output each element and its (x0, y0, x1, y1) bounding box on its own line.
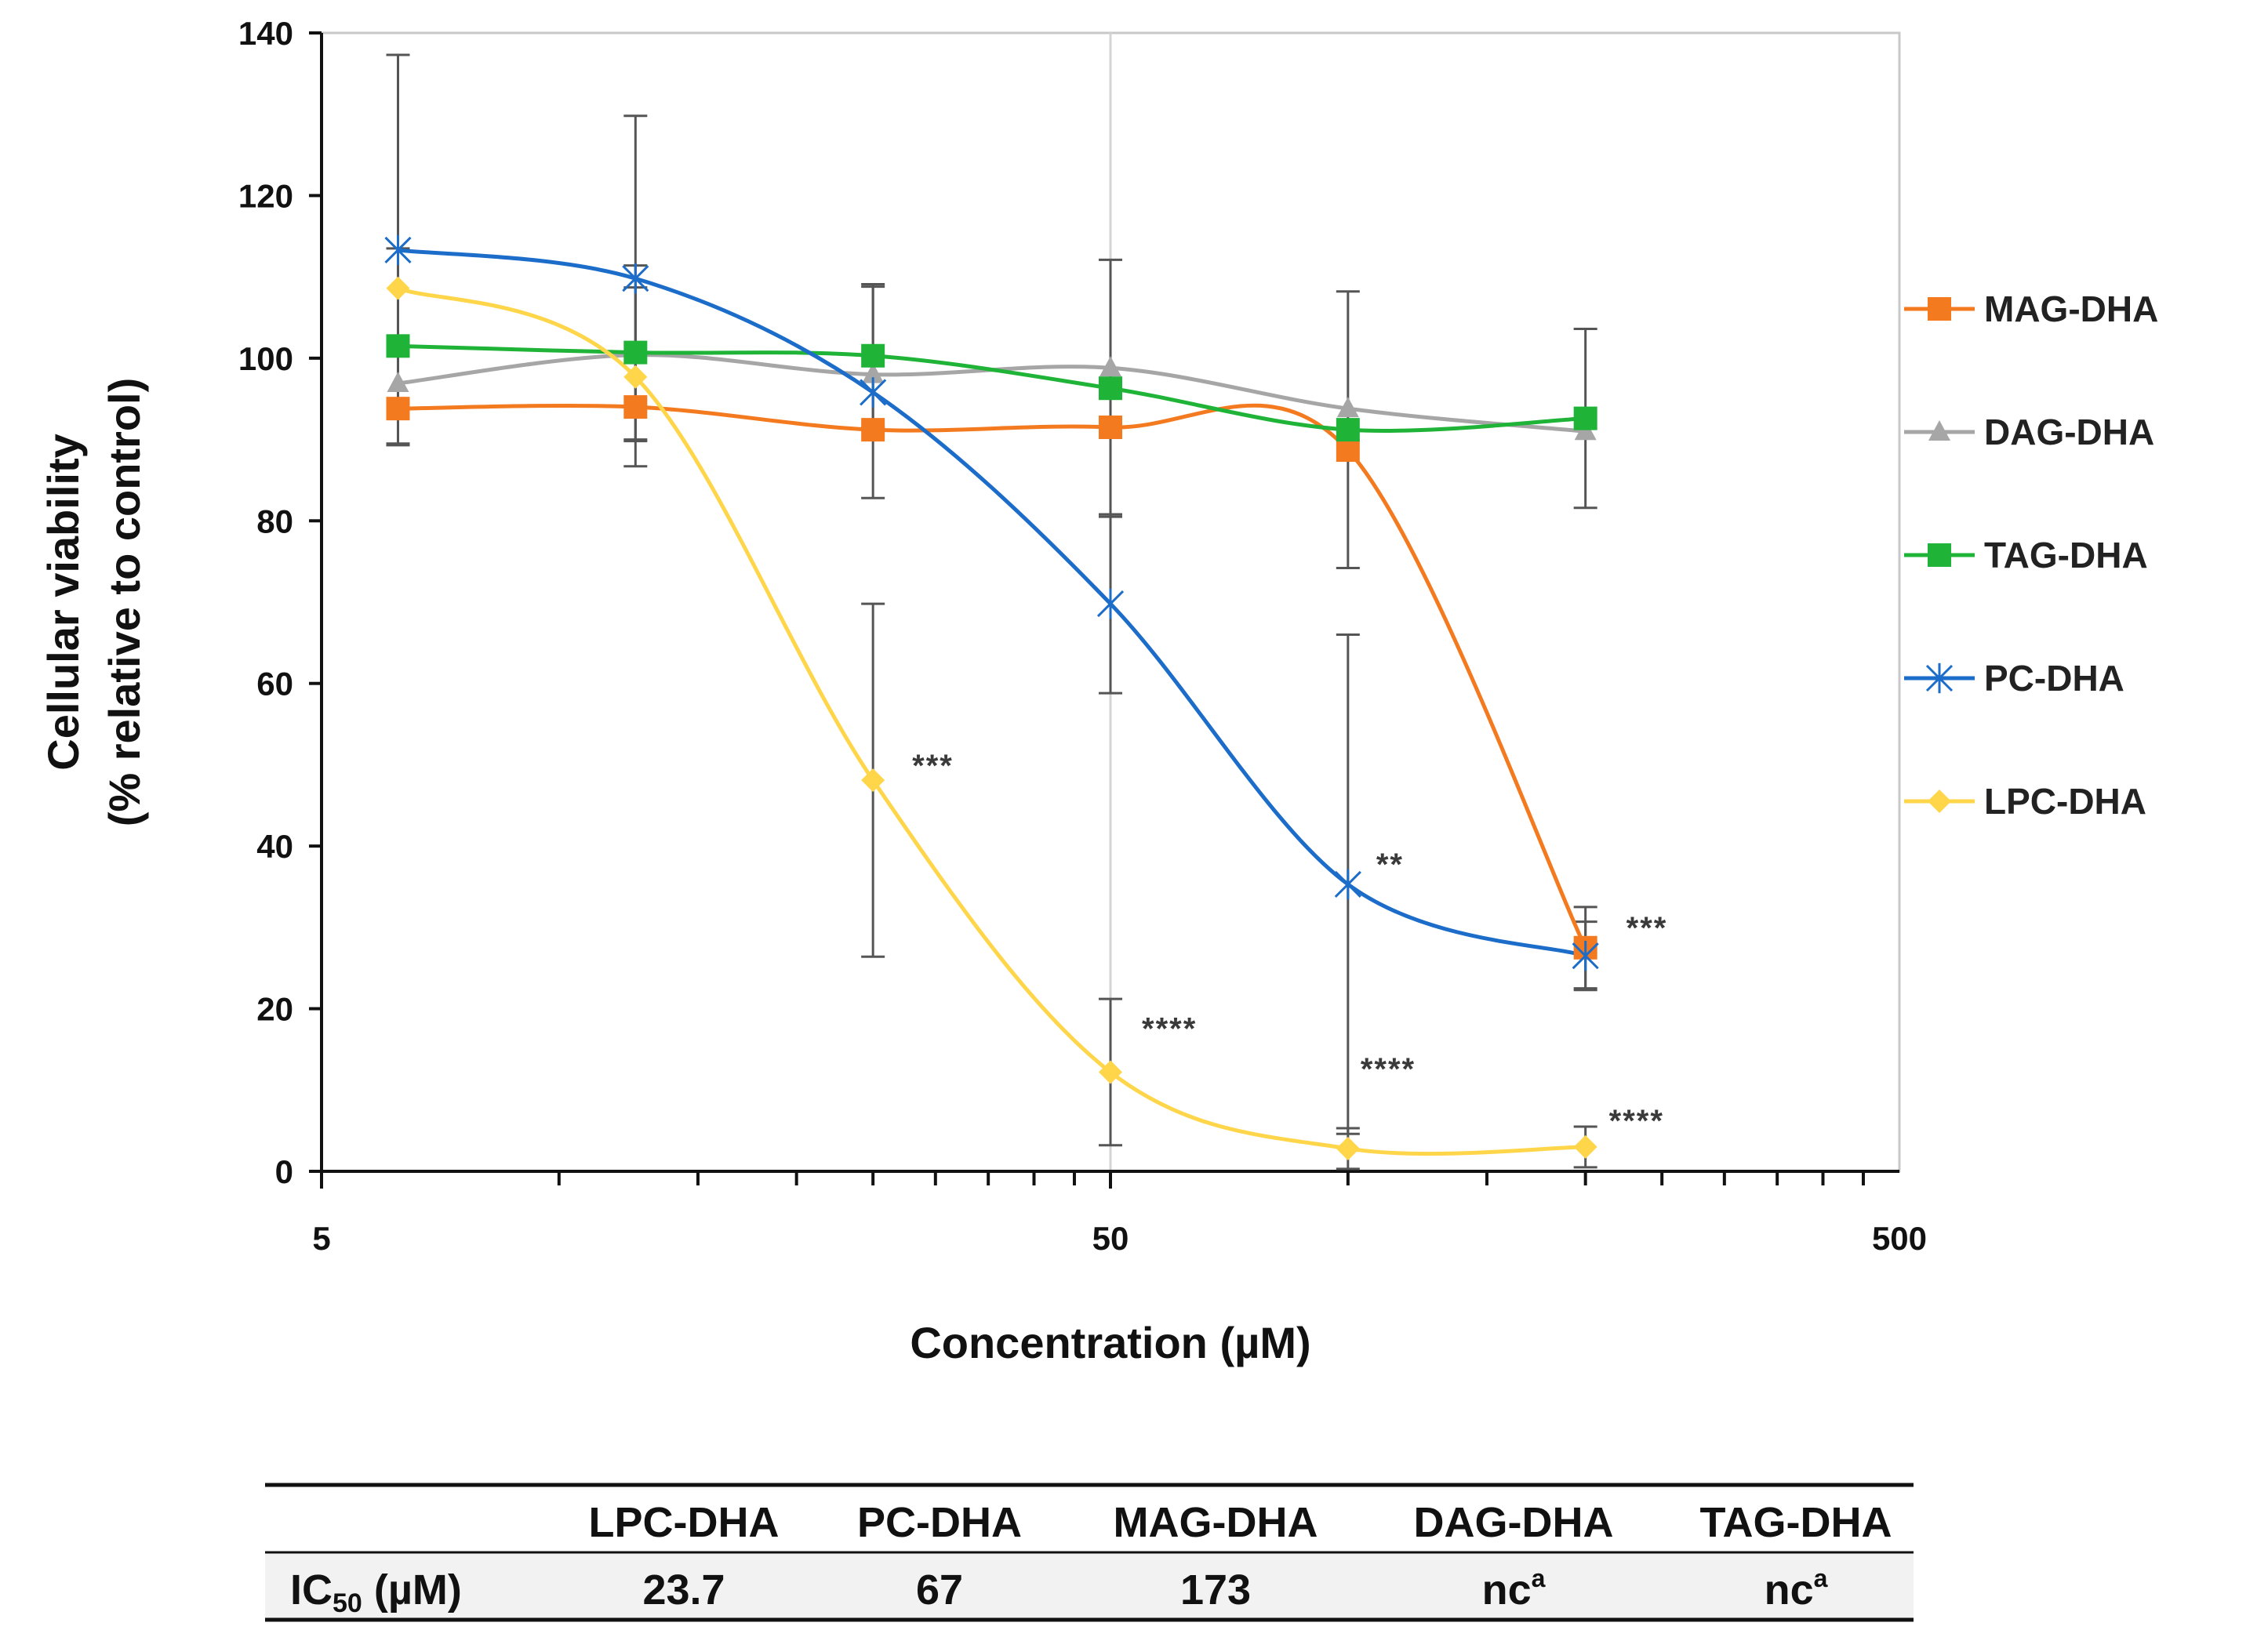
legend-item-dag-dha: DAG-DHA (1904, 412, 2154, 452)
data-point-tag-dha (386, 334, 410, 358)
ic50-value-main: 67 (916, 1566, 963, 1614)
legend-label: PC-DHA (1984, 658, 2124, 699)
legend-marker (1928, 790, 1951, 813)
legend-marker (1925, 662, 1954, 694)
y-axis-title: Cellular viability (% relative to contro… (38, 378, 149, 827)
significance-annotation: **** (1142, 1011, 1197, 1046)
legend-label: LPC-DHA (1984, 781, 2146, 822)
ic50-row-label: IC50 (µM) (290, 1566, 462, 1618)
data-point-tag-dha (1573, 406, 1597, 430)
series-line-pc-dha (398, 248, 1587, 958)
data-point-mag-dha (861, 418, 885, 442)
legend-item-lpc-dha: LPC-DHA (1904, 781, 2146, 822)
ic50-value-main: 23.7 (642, 1566, 725, 1614)
data-point-pc-dha (384, 234, 412, 266)
legend-label: DAG-DHA (1984, 412, 2154, 452)
table-header-tag-dha: TAG-DHA (1700, 1499, 1892, 1546)
ic50-value-mag-dha: 173 (1180, 1566, 1251, 1614)
data-point-lpc-dha (1336, 1136, 1360, 1160)
y-tick-label: 80 (256, 503, 293, 539)
data-point-tag-dha (623, 340, 648, 365)
ic50-label-sub: 50 (333, 1588, 362, 1618)
table-header-mag-dha: MAG-DHA (1114, 1499, 1318, 1546)
table-header-dag-dha: DAG-DHA (1414, 1499, 1614, 1546)
ic50-value-lpc-dha: 23.7 (642, 1566, 725, 1614)
data-point-pc-dha (1572, 940, 1599, 971)
ic50-value-dag-dha: nca (1482, 1564, 1546, 1614)
significance-annotation: **** (1361, 1052, 1416, 1087)
data-point-mag-dha (386, 397, 410, 421)
ic50-label-main: IC (290, 1566, 333, 1614)
series-layer (384, 53, 1599, 1171)
y-axis-title-line1: Cellular viability (38, 434, 88, 771)
significance-annotation: *** (1626, 911, 1668, 946)
legend-item-mag-dha: MAG-DHA (1904, 289, 2158, 329)
series-line-tag-dha (398, 343, 1586, 433)
x-axis-title: Concentration (µM) (910, 1318, 1310, 1367)
legend-marker (1928, 297, 1951, 321)
ic50-value-pc-dha: 67 (916, 1566, 963, 1614)
legend-item-tag-dha: TAG-DHA (1904, 535, 2148, 575)
y-tick-label: 40 (256, 828, 293, 865)
ic50-table: LPC-DHA PC-DHA MAG-DHA DAG-DHA TAG-DHA IC50 … (265, 1483, 1914, 1622)
data-point-dag-dha (862, 362, 885, 383)
legend-marker (1928, 543, 1951, 567)
y-axis-title-line2: (% relative to control) (100, 378, 149, 827)
data-point-pc-dha (860, 377, 887, 408)
data-point-dag-dha (1099, 356, 1121, 377)
legend: MAG-DHA DAG-DHA TAG-DHA PC-DHA LPC-DHA (1904, 289, 2158, 822)
y-tick-label: 100 (238, 340, 293, 377)
ic50-value-tag-dha: nca (1765, 1564, 1828, 1614)
data-point-dag-dha (1336, 397, 1359, 418)
y-tick-label: 20 (256, 991, 293, 1028)
data-point-tag-dha (1336, 418, 1360, 442)
data-point-lpc-dha (1099, 1060, 1122, 1084)
table-header-lpc-dha: LPC-DHA (589, 1499, 780, 1546)
data-point-lpc-dha (861, 768, 885, 793)
ic50-value-main: 173 (1180, 1566, 1251, 1614)
table-headers: LPC-DHA PC-DHA MAG-DHA DAG-DHA TAG-DHA (589, 1499, 1892, 1546)
legend-marker (1928, 420, 1950, 441)
significance-annotation: **** (1609, 1104, 1664, 1138)
x-tick-label: 500 (1872, 1220, 1927, 1257)
axes: 0 20 40 60 80 100 120 140 5 50 500 (238, 15, 1927, 1257)
y-tick-label: 0 (275, 1153, 293, 1190)
data-point-pc-dha (622, 263, 649, 294)
data-point-lpc-dha (1573, 1134, 1597, 1159)
data-point-pc-dha (1096, 588, 1125, 619)
table-value-row-bg (265, 1552, 1914, 1620)
data-point-lpc-dha (623, 365, 648, 389)
data-point-dag-dha (387, 372, 409, 393)
data-point-mag-dha (623, 395, 648, 419)
table-header-pc-dha: PC-DHA (857, 1499, 1022, 1546)
data-point-tag-dha (861, 343, 885, 368)
y-tick-label: 60 (256, 666, 293, 702)
significance-annotation: *** (912, 749, 954, 783)
ic50-value-main: nc (1482, 1566, 1532, 1614)
ic50-value-footnote: a (1532, 1564, 1546, 1592)
series-markers (384, 234, 1599, 1160)
x-tick-label: 50 (1092, 1220, 1129, 1257)
legend-label: MAG-DHA (1984, 289, 2158, 329)
table-values: 23.7 67 173 nca nca (642, 1564, 1827, 1614)
data-point-mag-dha (1099, 416, 1122, 440)
ic50-label-unit: (µM) (362, 1566, 462, 1614)
x-tick-label: 5 (312, 1220, 330, 1257)
ic50-value-footnote: a (1814, 1564, 1828, 1592)
y-tick-label: 120 (238, 177, 293, 214)
ic50-value-main: nc (1765, 1566, 1814, 1614)
legend-label: TAG-DHA (1984, 535, 2148, 575)
legend-item-pc-dha: PC-DHA (1904, 658, 2124, 699)
data-point-lpc-dha (386, 276, 410, 300)
significance-annotation: ** (1376, 848, 1404, 882)
data-point-mag-dha (1336, 438, 1360, 463)
data-point-tag-dha (1099, 376, 1122, 401)
y-tick-label: 140 (238, 15, 293, 52)
data-point-pc-dha (1334, 869, 1361, 900)
annotation-layer: ******************** (912, 749, 1668, 1138)
